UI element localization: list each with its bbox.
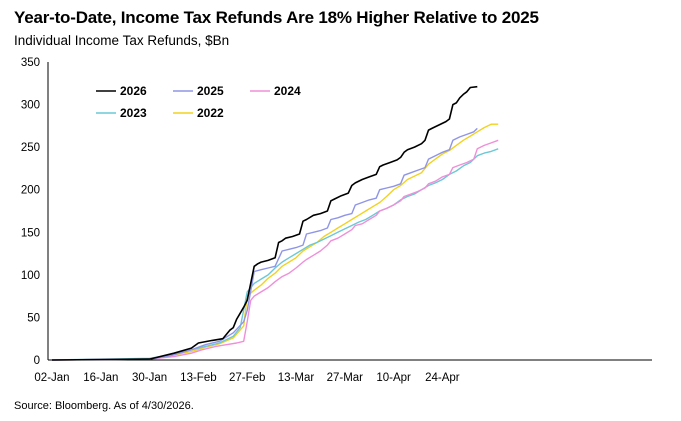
x-tick-label: 16-Jan (83, 372, 118, 384)
x-tick-label: 27-Mar (327, 372, 364, 384)
y-tick-label: 0 (34, 355, 40, 367)
series-line-2023 (51, 148, 499, 361)
series-line-2026 (51, 85, 478, 361)
y-tick-labels: 0 50 100 150 200 250 300 350 (21, 57, 40, 367)
y-tick-label: 150 (21, 227, 40, 239)
legend-label-2026: 2026 (120, 84, 147, 98)
legend: 2026 2025 2024 2023 2022 (96, 84, 301, 120)
chart-subtitle: Individual Income Tax Refunds, $Bn (14, 33, 230, 48)
legend-label-2022: 2022 (197, 106, 224, 120)
x-tick-label: 10-Apr (376, 372, 411, 384)
y-tick-label: 350 (21, 57, 40, 69)
legend-label-2023: 2023 (120, 106, 147, 120)
series-line-2024 (51, 139, 499, 361)
y-tick-label: 100 (21, 270, 40, 282)
x-tick-label: 13-Feb (180, 372, 216, 384)
x-tick-labels: 02-Jan 16-Jan 30-Jan 13-Feb 27-Feb 13-Mar 27-M… (34, 372, 459, 384)
axes (47, 62, 652, 361)
series-line-2022 (51, 123, 499, 361)
line-chart: 0 50 100 150 200 250 300 350 02-Jan 16-Jan 30-Jan… (21, 57, 652, 384)
x-tick-label: 02-Jan (34, 372, 69, 384)
source-note: Source: Bloomberg. As of 4/30/2026. (14, 400, 194, 412)
x-tick-label: 27-Feb (229, 372, 265, 384)
legend-label-2025: 2025 (197, 84, 224, 98)
series-lines (51, 85, 499, 361)
x-tick-label: 24-Apr (425, 372, 460, 384)
y-tick-label: 50 (27, 312, 40, 324)
legend-label-2024: 2024 (274, 84, 301, 98)
chart-title: Year-to-Date, Income Tax Refunds Are 18%… (14, 8, 539, 27)
y-tick-label: 200 (21, 185, 40, 197)
y-tick-label: 300 (21, 100, 40, 112)
x-tick-label: 30-Jan (132, 372, 167, 384)
y-tick-label: 250 (21, 142, 40, 154)
x-tick-label: 13-Mar (278, 372, 315, 384)
series-line-2025 (51, 127, 478, 361)
